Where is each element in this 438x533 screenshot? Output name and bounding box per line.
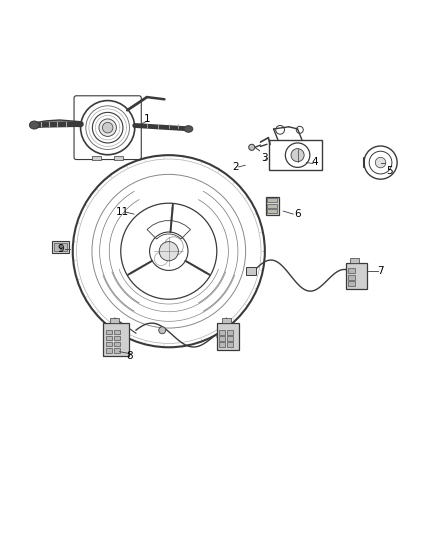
Bar <box>227 343 233 347</box>
Bar <box>346 263 367 289</box>
Bar <box>110 318 120 323</box>
Bar <box>114 330 120 334</box>
Circle shape <box>375 157 386 168</box>
Bar <box>246 268 256 275</box>
Text: 6: 6 <box>294 209 301 219</box>
Bar <box>348 275 355 280</box>
Bar <box>52 241 69 253</box>
Circle shape <box>159 327 166 334</box>
Bar <box>268 198 277 203</box>
Text: 11: 11 <box>116 207 129 217</box>
Ellipse shape <box>184 126 193 132</box>
Text: 4: 4 <box>312 157 318 167</box>
Bar <box>268 204 277 207</box>
Bar <box>268 209 277 213</box>
Bar <box>350 258 359 263</box>
Text: 5: 5 <box>386 166 392 176</box>
Bar <box>92 156 101 160</box>
Bar <box>114 336 120 340</box>
Text: 9: 9 <box>58 244 64 254</box>
Bar <box>219 336 225 341</box>
Bar <box>106 348 112 352</box>
Bar <box>54 243 60 251</box>
Bar <box>269 140 321 171</box>
Text: 3: 3 <box>261 153 268 163</box>
Bar <box>219 343 225 347</box>
Bar <box>266 197 279 215</box>
Text: 7: 7 <box>377 266 384 276</box>
Text: 1: 1 <box>144 114 150 124</box>
Bar <box>227 336 233 341</box>
Bar <box>114 342 120 346</box>
Circle shape <box>249 144 255 150</box>
Bar <box>222 318 231 323</box>
Text: 2: 2 <box>232 162 239 172</box>
Bar <box>106 330 112 334</box>
Bar <box>219 330 225 335</box>
Circle shape <box>99 119 117 136</box>
Bar <box>217 323 239 350</box>
Bar <box>227 330 233 335</box>
Bar <box>106 336 112 340</box>
Bar <box>348 268 355 272</box>
Bar <box>114 348 120 352</box>
Circle shape <box>102 123 113 133</box>
Bar <box>106 342 112 346</box>
Circle shape <box>159 241 178 261</box>
Text: 8: 8 <box>126 351 133 361</box>
Bar <box>114 156 123 160</box>
Ellipse shape <box>29 121 39 129</box>
Bar <box>103 323 129 356</box>
Circle shape <box>291 149 304 161</box>
Bar <box>61 243 67 251</box>
Bar <box>348 281 355 286</box>
